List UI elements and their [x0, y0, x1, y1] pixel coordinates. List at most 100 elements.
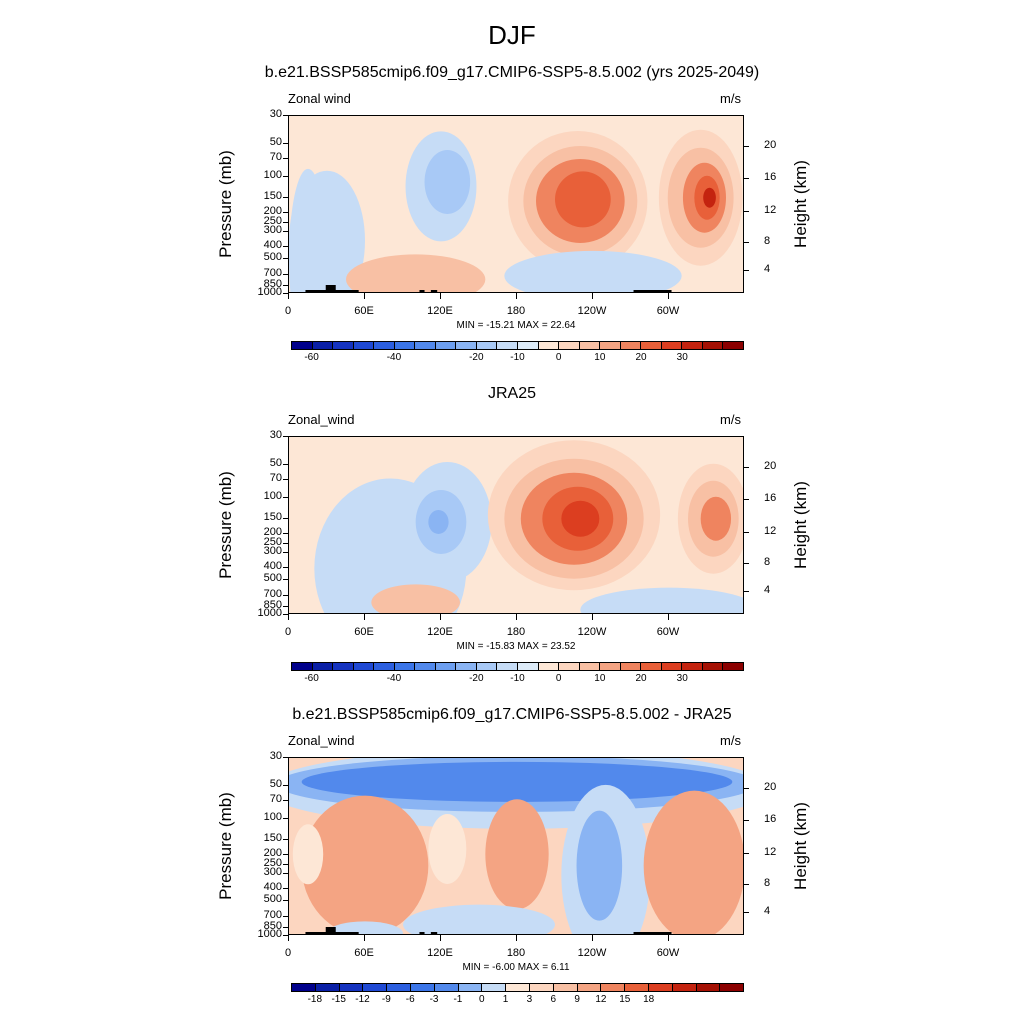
height-tick	[744, 499, 749, 500]
height-tick-label: 8	[764, 235, 771, 247]
colorbar-swatch	[661, 663, 683, 670]
colorbar-swatch	[696, 984, 721, 991]
colorbar-swatch	[641, 663, 662, 670]
pressure-tick-label: 400	[263, 560, 282, 572]
height-tick	[744, 820, 749, 821]
units-label: m/s	[720, 412, 741, 427]
colorbar-swatch	[682, 663, 703, 670]
pressure-tick-label: 150	[263, 832, 282, 844]
pressure-tick-label: 250	[263, 857, 282, 869]
pressure-tick-label: 400	[263, 881, 282, 893]
colorbar-label: 18	[643, 994, 655, 1005]
colorbar-swatch	[648, 984, 673, 991]
pressure-tick-label: 500	[263, 893, 282, 905]
pressure-tick	[283, 158, 288, 159]
colorbar-label: 6	[550, 994, 557, 1005]
longitude-tick	[288, 614, 289, 620]
pressure-tick-label: 200	[263, 847, 282, 859]
pressure-tick	[283, 888, 288, 889]
contour-region	[643, 790, 743, 934]
pressure-tick	[283, 873, 288, 874]
topography-bar	[633, 932, 672, 934]
longitude-tick-label: 60E	[354, 947, 374, 959]
colorbar-label: 15	[619, 994, 631, 1005]
pressure-tick-label: 300	[263, 224, 282, 236]
colorbar-label: -10	[510, 352, 525, 363]
height-axis-title: Height (km)	[791, 481, 810, 569]
longitude-tick-label: 180	[506, 626, 526, 638]
colorbar-swatch	[497, 342, 519, 349]
colorbar-swatch	[333, 663, 354, 670]
height-tick-label: 4	[764, 584, 771, 596]
colorbar-label: 9	[574, 994, 580, 1005]
colorbar-label: -15	[331, 994, 346, 1005]
pressure-tick	[283, 595, 288, 596]
height-tick	[744, 591, 749, 592]
colorbar-swatch	[353, 663, 375, 670]
pressure-tick-label: 70	[269, 793, 282, 805]
panel-title: JRA25	[487, 385, 537, 402]
pressure-tick	[283, 543, 288, 544]
colorbar-label: 20	[635, 673, 647, 684]
height-tick	[744, 270, 749, 271]
pressure-tick-label: 700	[263, 267, 282, 279]
pressure-tick-label: 30	[269, 429, 282, 441]
colorbar-swatch	[292, 342, 313, 349]
height-tick	[744, 532, 749, 533]
longitude-tick	[592, 614, 593, 620]
pressure-tick-label: 400	[263, 239, 282, 251]
height-tick	[744, 242, 749, 243]
pressure-tick-label: 100	[263, 811, 282, 823]
pressure-tick	[283, 176, 288, 177]
longitude-tick-label: 120E	[427, 947, 453, 959]
colorbar-swatch	[458, 984, 483, 991]
colorbar-swatch	[579, 342, 601, 349]
pressure-axis-title: Pressure (mb)	[216, 792, 235, 900]
contour-region	[428, 509, 449, 534]
panel-title: b.e21.BSSP585cmip6.f09_g17.CMIP6-SSP5-8.…	[264, 64, 760, 81]
pressure-tick	[283, 436, 288, 437]
pressure-axis-title: Pressure (mb)	[216, 150, 235, 258]
pressure-tick	[283, 927, 288, 928]
pressure-tick	[283, 839, 288, 840]
pressure-tick	[283, 606, 288, 607]
height-tick-label: 8	[764, 556, 771, 568]
contour-region	[424, 149, 471, 214]
colorbar-swatch	[600, 663, 621, 670]
colorbar-label: 0	[478, 994, 485, 1005]
colorbar-swatch	[394, 663, 416, 670]
colorbar-swatch	[720, 984, 744, 991]
height-tick-label: 4	[764, 905, 771, 917]
longitude-tick	[440, 293, 441, 299]
height-tick	[744, 853, 749, 854]
pressure-tick-label: 1000	[257, 286, 282, 298]
pressure-tick-label: 70	[269, 151, 282, 163]
colorbar-swatch	[339, 984, 364, 991]
height-tick-label: 20	[764, 460, 777, 472]
colorbar-label: -10	[510, 673, 525, 684]
longitude-tick-label: 0	[284, 947, 292, 959]
height-tick-label: 12	[764, 204, 777, 216]
pressure-tick-label: 700	[263, 909, 282, 921]
colorbar-swatch	[415, 342, 436, 349]
contour-region	[428, 813, 467, 884]
colorbar-label: -6	[405, 994, 415, 1005]
colorbar-swatch	[312, 663, 334, 670]
colorbar-swatch	[292, 663, 313, 670]
pressure-tick	[283, 518, 288, 519]
longitude-tick	[592, 935, 593, 941]
colorbar-swatch	[723, 342, 744, 349]
contour-region	[301, 795, 429, 934]
pressure-tick	[283, 900, 288, 901]
pressure-tick-label: 50	[269, 457, 282, 469]
contour-region	[703, 187, 716, 208]
contour-region	[346, 254, 486, 292]
longitude-tick-label: 60W	[656, 947, 680, 959]
colorbar-swatch	[415, 663, 436, 670]
colorbar-swatch	[559, 663, 580, 670]
longitude-tick-label: 60E	[354, 626, 374, 638]
colorbar-swatch	[333, 342, 354, 349]
height-tick	[744, 563, 749, 564]
colorbar-swatch	[456, 663, 477, 670]
longitude-tick	[516, 935, 517, 941]
